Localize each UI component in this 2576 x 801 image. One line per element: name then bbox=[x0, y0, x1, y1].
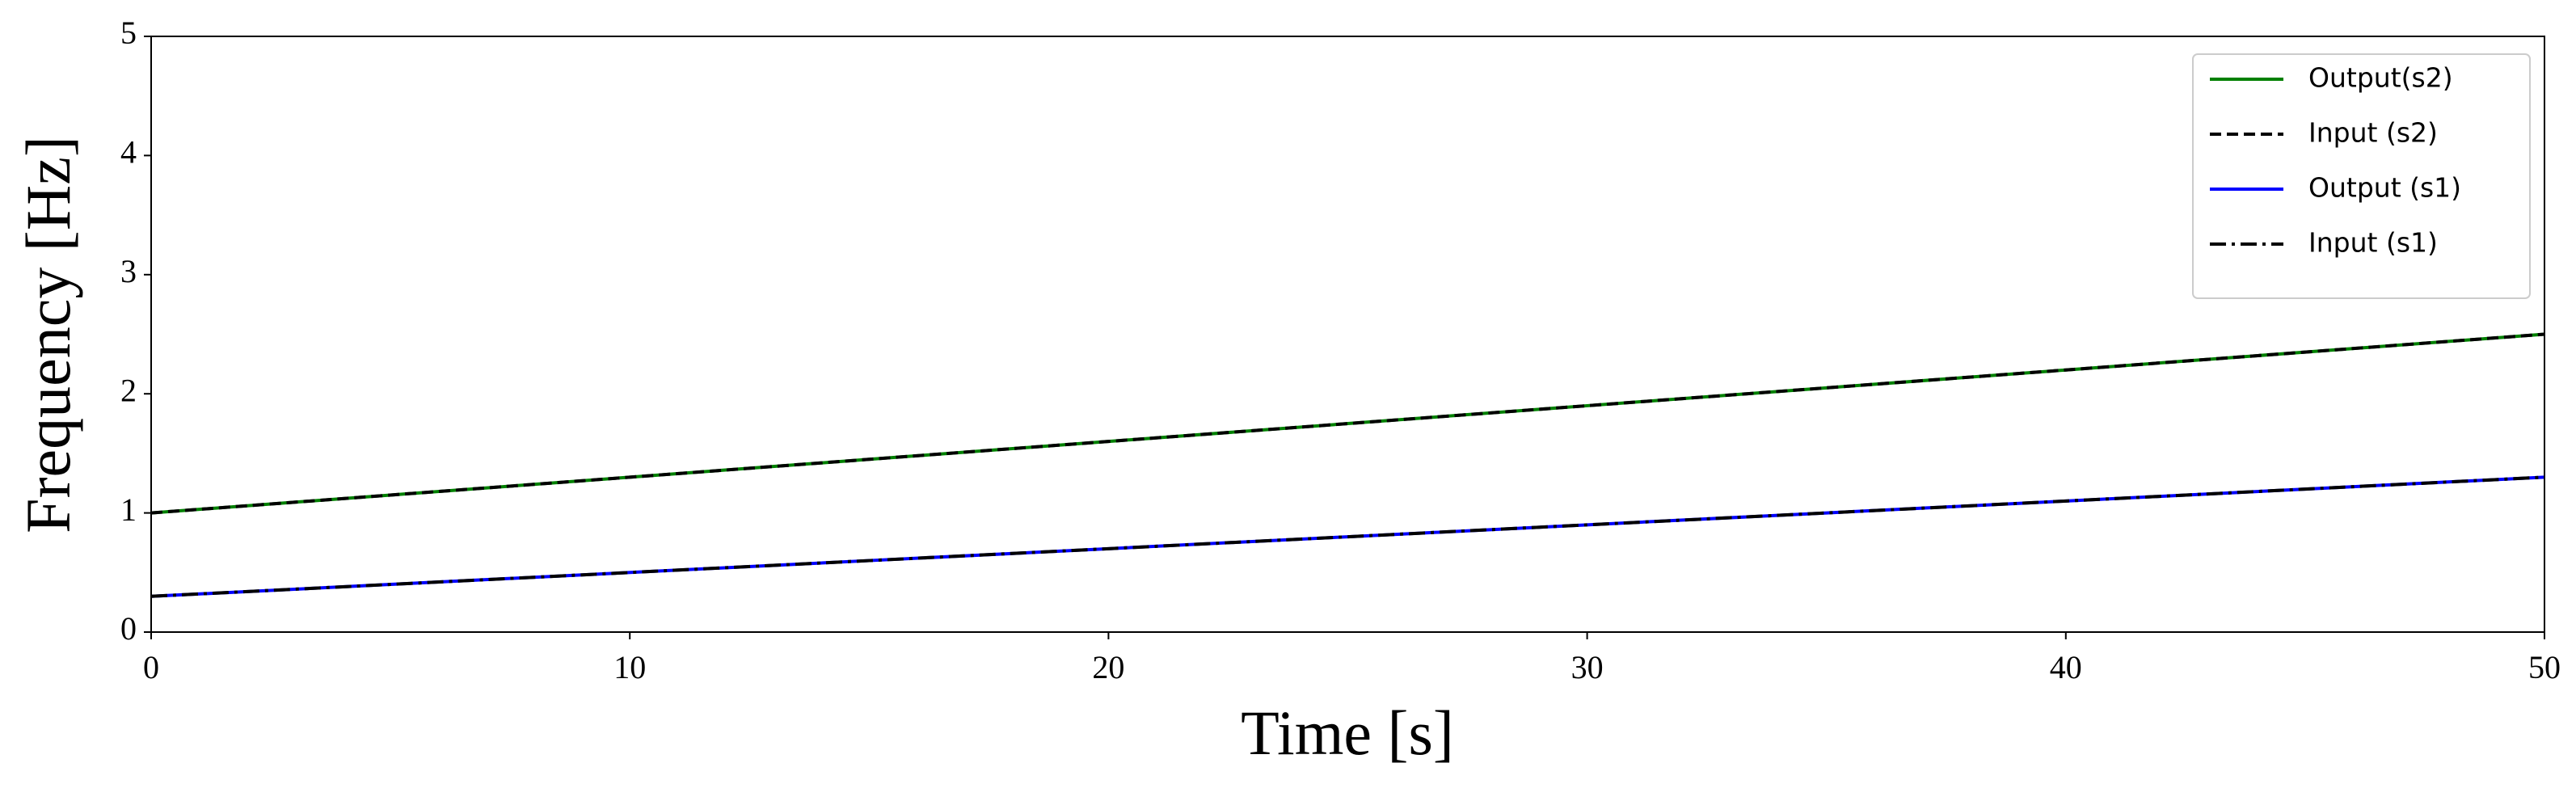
x-tick-label: 50 bbox=[2528, 649, 2561, 685]
y-tick-label: 5 bbox=[120, 15, 137, 51]
series-line bbox=[150, 332, 2545, 515]
plot-frame bbox=[150, 36, 2545, 633]
y-tick-label: 3 bbox=[120, 253, 137, 289]
x-tick-label: 10 bbox=[613, 649, 646, 685]
y-tick-label: 1 bbox=[120, 491, 137, 528]
y-tick-label: 4 bbox=[120, 134, 137, 171]
x-axis-label: Time [s] bbox=[1241, 698, 1454, 768]
legend-label: Output(s2) bbox=[2308, 62, 2453, 94]
legend-label: Input (s1) bbox=[2308, 227, 2438, 259]
x-tick-label: 40 bbox=[2050, 649, 2082, 685]
y-axis-label: Frequency [Hz] bbox=[13, 136, 83, 533]
y-tick-label: 0 bbox=[120, 610, 137, 647]
legend-label: Output (s1) bbox=[2308, 172, 2461, 204]
legend-label: Input (s2) bbox=[2308, 117, 2438, 149]
x-tick-label: 20 bbox=[1092, 649, 1124, 685]
x-tick-label: 30 bbox=[1571, 649, 1604, 685]
y-tick-label: 2 bbox=[120, 372, 137, 408]
series-line bbox=[150, 475, 2545, 598]
legend-box bbox=[2192, 53, 2531, 299]
x-tick-label: 0 bbox=[143, 649, 159, 685]
